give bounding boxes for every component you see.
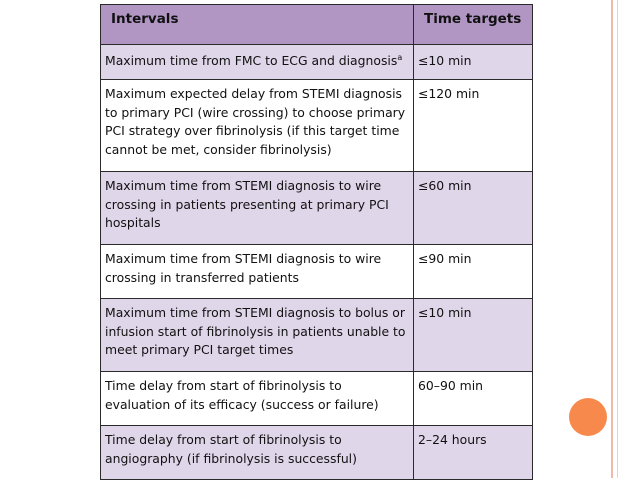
- slide-border-line-thin: [617, 0, 618, 478]
- interval-cell: Time delay from start of fibrinolysis to…: [100, 425, 414, 480]
- table-row: Maximum time from STEMI diagnosis to wir…: [100, 244, 533, 299]
- interval-cell: Maximum time from STEMI diagnosis to wir…: [100, 171, 414, 245]
- footnote-marker: a: [397, 52, 403, 62]
- decorative-circle: [569, 398, 607, 436]
- table-row: Time delay from start of fibrinolysis to…: [100, 425, 533, 480]
- table-row: Maximum time from STEMI diagnosis to bol…: [100, 298, 533, 372]
- time-targets-table: Intervals Time targets Maximum time from…: [100, 4, 533, 480]
- interval-cell: Time delay from start of fibrinolysis to…: [100, 371, 414, 426]
- interval-cell: Maximum time from STEMI diagnosis to wir…: [100, 244, 414, 299]
- table-header-row: Intervals Time targets: [100, 4, 533, 45]
- time-targets-table-container: Intervals Time targets Maximum time from…: [100, 4, 533, 480]
- slide-border-line: [611, 0, 613, 478]
- table-row: Maximum time from STEMI diagnosis to wir…: [100, 171, 533, 245]
- table-row: Maximum time from FMC to ECG and diagnos…: [100, 44, 533, 80]
- header-time-targets: Time targets: [413, 4, 533, 45]
- target-cell: ≤90 min: [413, 244, 533, 299]
- interval-cell: Maximum expected delay from STEMI diagno…: [100, 79, 414, 172]
- interval-cell: Maximum time from FMC to ECG and diagnos…: [100, 44, 414, 80]
- target-cell: ≤10 min: [413, 298, 533, 372]
- target-cell: ≤120 min: [413, 79, 533, 172]
- table-row: Time delay from start of fibrinolysis to…: [100, 371, 533, 426]
- target-cell: ≤10 min: [413, 44, 533, 80]
- target-cell: 60–90 min: [413, 371, 533, 426]
- target-cell: 2–24 hours: [413, 425, 533, 480]
- target-cell: ≤60 min: [413, 171, 533, 245]
- header-intervals: Intervals: [100, 4, 414, 45]
- interval-cell: Maximum time from STEMI diagnosis to bol…: [100, 298, 414, 372]
- table-row: Maximum expected delay from STEMI diagno…: [100, 79, 533, 172]
